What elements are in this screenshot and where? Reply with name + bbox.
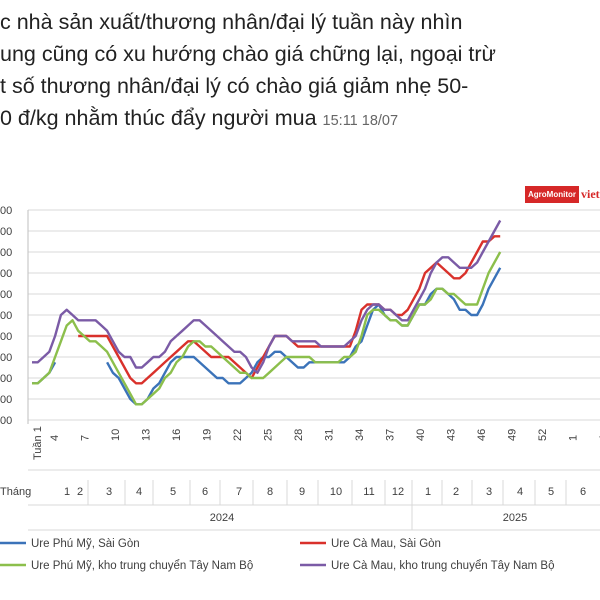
y-tick-label: 00 [0, 289, 12, 301]
series-line-2 [32, 251, 502, 406]
legend-label: Ure Cà Mau, kho trung chuyển Tây Nam Bộ [331, 560, 555, 572]
x-axis: Tuần 14710131619222528313437404346495214… [0, 426, 600, 531]
x-month-label: 1 [425, 486, 431, 498]
y-tick-label: 00 [0, 331, 12, 343]
x-week-label: 52 [537, 429, 549, 441]
x-week-label: 1 [568, 435, 580, 441]
y-tick-label: 00 [0, 373, 12, 385]
x-month-label: 12 [392, 486, 404, 498]
article-excerpt: c nhà sản xuất/thương nhân/đại lý tuần n… [0, 6, 600, 134]
series-line-3 [32, 219, 502, 374]
article-line-4: 0 đ/kg nhằm thúc đẩy người mua 15:11 18/0… [0, 102, 600, 134]
timestamp: 15:11 18/07 [322, 113, 399, 129]
x-month-label: 5 [548, 486, 554, 498]
y-tick-label: 00 [0, 310, 12, 322]
x-year-label: 2024 [210, 512, 234, 524]
x-month-label: 7 [236, 486, 242, 498]
x-month-label: 11 [363, 486, 374, 498]
chart-gridlines [27, 209, 600, 424]
x-month-label: 3 [486, 486, 492, 498]
x-week-label: 10 [110, 429, 122, 441]
y-tick-label: 00 [0, 205, 12, 217]
x-week-label: 40 [415, 429, 427, 441]
x-month-label: 9 [299, 486, 305, 498]
article-line-2: ung cũng có xu hướng chào giá chững lại,… [0, 42, 496, 66]
logo-part-1: AgroMonitor [525, 186, 579, 203]
x-week-label: 13 [141, 429, 153, 441]
x-month-label: 10 [330, 486, 342, 498]
y-tick-label: 00 [0, 394, 12, 406]
logo-part-2: viettra [581, 187, 600, 201]
x-month-label: 8 [267, 486, 273, 498]
x-month-label: 2 [453, 486, 459, 498]
legend-label: Ure Cà Mau, Sài Gòn [331, 538, 441, 550]
x-month-label: 4 [136, 486, 142, 498]
chart-legend: Ure Phú Mỹ, Sài Gòn Ure Cà Mau, Sài Gòn Ur… [0, 538, 555, 572]
article-line-4-text: 0 đ/kg nhằm thúc đẩy người mua [0, 106, 317, 130]
y-tick-label: 00 [0, 226, 12, 238]
x-month-label: 3 [106, 486, 112, 498]
x-year-label: 2025 [503, 512, 527, 524]
x-week-label: 46 [476, 429, 488, 441]
y-tick-label: 00 [0, 415, 12, 427]
agromonitor-logo: AgroMonitor viettra [525, 186, 600, 203]
x-week-label: Tuần 1 [32, 426, 44, 460]
x-week-label: 4 [49, 435, 61, 441]
y-tick-label: 00 [0, 352, 12, 364]
article-line-3: t số thương nhân/đại lý có chào giá giảm… [0, 74, 469, 98]
x-week-label: 19 [202, 429, 214, 441]
y-axis-ticks: 00 00 00 00 00 00 00 00 00 00 00 [0, 205, 12, 427]
y-tick-label: 00 [0, 268, 12, 280]
x-week-label: 37 [385, 429, 397, 441]
x-month-label: 6 [202, 486, 208, 498]
x-week-label: 49 [507, 429, 519, 441]
x-week-label: 7 [80, 435, 92, 441]
article-line-1: c nhà sản xuất/thương nhân/đại lý tuần n… [0, 10, 463, 34]
legend-label: Ure Phú Mỹ, Sài Gòn [31, 538, 140, 550]
x-week-label: 22 [232, 429, 244, 441]
x-month-prefix: Tháng [0, 486, 31, 498]
x-month-label: 4 [517, 486, 523, 498]
x-week-label: 31 [324, 429, 336, 441]
x-week-label: 16 [171, 429, 183, 441]
x-month-label: 5 [170, 486, 176, 498]
x-week-label: 43 [446, 429, 458, 441]
x-week-label: 34 [354, 429, 366, 441]
legend-label: Ure Phú Mỹ, kho trung chuyển Tây Nam Bộ [31, 560, 253, 572]
chart-series-lines [32, 219, 502, 406]
x-week-label: 28 [293, 429, 305, 441]
x-month-label: 2 [77, 486, 83, 498]
x-month-label: 1 [64, 486, 70, 498]
x-month-label: 6 [580, 486, 586, 498]
x-week-label: 4 [598, 435, 600, 441]
y-tick-label: 00 [0, 247, 12, 259]
x-week-label: 25 [263, 429, 275, 441]
